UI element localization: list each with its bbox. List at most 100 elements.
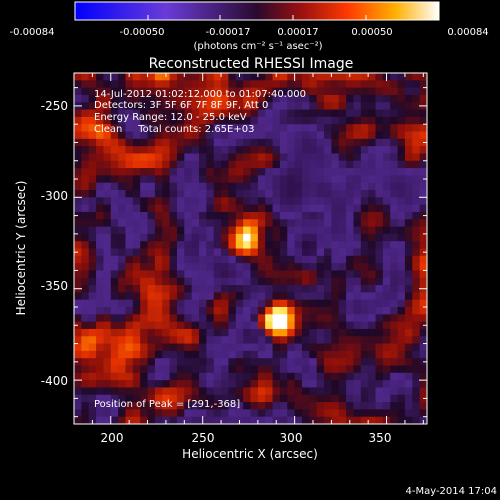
heatmap-cell bbox=[110, 285, 119, 293]
heatmap-cell bbox=[419, 372, 427, 381]
heatmap-cell bbox=[228, 299, 237, 308]
heatmap-cell bbox=[346, 241, 354, 249]
heatmap-cell bbox=[132, 277, 141, 286]
heatmap-cell bbox=[118, 365, 126, 374]
heatmap-cell bbox=[96, 372, 104, 381]
heatmap-cell bbox=[338, 146, 347, 154]
heatmap-cell bbox=[301, 277, 310, 286]
heatmap-cell bbox=[191, 219, 200, 227]
heatmap-cell bbox=[346, 80, 354, 89]
heatmap-cell bbox=[404, 197, 413, 206]
heatmap-cell bbox=[368, 416, 376, 424]
heatmap-cell bbox=[279, 102, 288, 110]
heatmap-cell bbox=[243, 292, 251, 301]
heatmap-cell bbox=[125, 204, 134, 213]
heatmap-cell bbox=[147, 409, 156, 418]
heatmap-cell bbox=[301, 182, 310, 191]
heatmap-cell bbox=[250, 328, 259, 337]
heatmap-cell bbox=[206, 109, 215, 118]
heatmap-cell bbox=[154, 372, 163, 381]
heatmap-cell bbox=[184, 416, 193, 424]
heatmap-cell bbox=[110, 402, 119, 410]
heatmap-cell bbox=[228, 116, 237, 125]
heatmap-cell bbox=[265, 226, 273, 235]
heatmap-cell bbox=[228, 270, 237, 279]
heatmap-cell bbox=[390, 116, 398, 125]
heatmap-cell bbox=[184, 365, 193, 374]
heatmap-cell bbox=[235, 241, 244, 249]
heatmap-cell bbox=[154, 116, 163, 125]
heatmap-cell bbox=[404, 292, 413, 301]
heatmap-cell bbox=[316, 80, 325, 89]
heatmap-cell bbox=[169, 175, 178, 184]
heatmap-cell bbox=[81, 350, 90, 359]
heatmap-cell bbox=[412, 321, 421, 330]
heatmap-cell bbox=[110, 233, 119, 242]
heatmap-cell bbox=[110, 94, 119, 103]
heatmap-cell bbox=[404, 255, 413, 264]
heatmap-cell bbox=[176, 226, 185, 235]
heatmap-cell bbox=[221, 168, 229, 176]
heatmap-cell bbox=[331, 94, 340, 103]
heatmap-cell bbox=[118, 343, 126, 352]
heatmap-cell bbox=[235, 328, 244, 337]
heatmap-cell bbox=[103, 102, 112, 110]
heatmap-cell bbox=[331, 328, 340, 337]
heatmap-cell bbox=[265, 350, 273, 359]
heatmap-cell bbox=[412, 255, 421, 264]
heatmap-cell bbox=[243, 73, 251, 81]
heatmap-cell bbox=[272, 402, 281, 410]
heatmap-cell bbox=[147, 73, 156, 81]
heatmap-cell bbox=[397, 343, 406, 352]
heatmap-cell bbox=[316, 233, 325, 242]
heatmap-cell bbox=[81, 116, 90, 125]
heatmap-cell bbox=[184, 409, 193, 418]
heatmap-cell bbox=[81, 233, 90, 242]
heatmap-cell bbox=[191, 248, 200, 257]
heatmap-cell bbox=[184, 307, 193, 315]
heatmap-cell bbox=[250, 350, 259, 359]
heatmap-cell bbox=[206, 270, 215, 279]
heatmap-cell bbox=[125, 87, 134, 96]
heatmap-cell bbox=[81, 380, 90, 388]
heatmap-cell bbox=[257, 87, 266, 96]
heatmap-cell bbox=[191, 365, 200, 374]
heatmap-cell bbox=[250, 270, 259, 279]
heatmap-cell bbox=[110, 372, 119, 381]
heatmap-cell bbox=[147, 226, 156, 235]
heatmap-cell bbox=[118, 241, 126, 249]
heatmap-cell bbox=[74, 131, 82, 140]
heatmap-cell bbox=[338, 241, 347, 249]
heatmap-cell bbox=[265, 73, 273, 81]
heatmap-cell bbox=[199, 314, 207, 323]
heatmap-cell bbox=[390, 94, 398, 103]
heatmap-cell bbox=[74, 307, 82, 315]
heatmap-cell bbox=[221, 299, 229, 308]
heatmap-cell bbox=[257, 314, 266, 323]
heatmap-cell bbox=[176, 299, 185, 308]
heatmap-cell bbox=[235, 336, 244, 344]
heatmap-cell bbox=[125, 175, 134, 184]
heatmap-cell bbox=[206, 380, 215, 388]
heatmap-cell bbox=[81, 204, 90, 213]
heatmap-cell bbox=[265, 343, 273, 352]
heatmap-cell bbox=[390, 314, 398, 323]
heatmap-cell bbox=[316, 387, 325, 396]
heatmap-cell bbox=[382, 138, 391, 147]
heatmap-cell bbox=[228, 336, 237, 344]
heatmap-cell bbox=[346, 387, 354, 396]
heatmap-cell bbox=[338, 219, 347, 227]
heatmap-cell bbox=[287, 380, 296, 388]
heatmap-cell bbox=[132, 372, 141, 381]
heatmap-cell bbox=[81, 321, 90, 330]
heatmap-cell bbox=[132, 387, 141, 396]
heatmap-cell bbox=[279, 175, 288, 184]
heatmap-cell bbox=[132, 358, 141, 366]
heatmap-cell bbox=[213, 168, 222, 176]
heatmap-cell bbox=[404, 358, 413, 366]
heatmap-cell bbox=[118, 321, 126, 330]
heatmap-cell bbox=[338, 307, 347, 315]
heatmap-cell bbox=[412, 94, 421, 103]
heatmap-cell bbox=[125, 109, 134, 118]
heatmap-cell bbox=[353, 146, 362, 154]
